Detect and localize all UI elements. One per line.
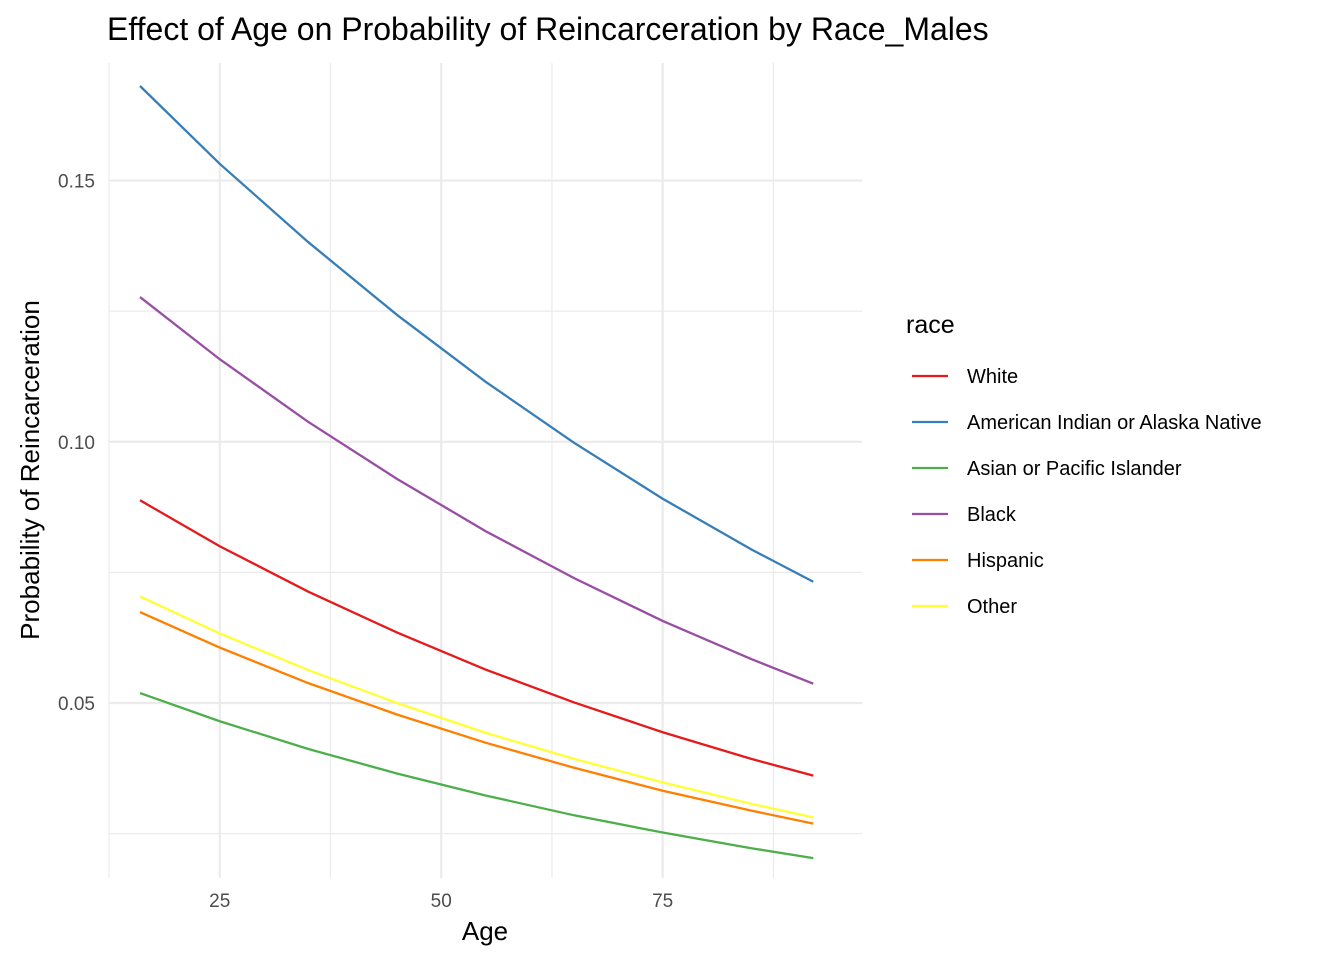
x-tick-label: 50: [431, 891, 452, 912]
legend-label: American Indian or Alaska Native: [967, 412, 1262, 434]
x-axis-label: Age: [462, 916, 508, 946]
legend-label: Asian or Pacific Islander: [967, 458, 1182, 480]
legend-label: White: [967, 366, 1018, 388]
legend: race White American Indian or Alaska Nati…: [906, 311, 1262, 618]
series-line: [139, 85, 814, 583]
legend-label: Hispanic: [967, 550, 1044, 572]
legend-title: race: [906, 311, 955, 339]
x-tick-label: 25: [209, 891, 230, 912]
y-tick-label: 0.05: [58, 694, 95, 715]
x-tick-label: 75: [652, 891, 673, 912]
series-line: [139, 296, 814, 685]
series-lines: [139, 85, 814, 860]
grid: [108, 63, 862, 878]
chart-title: Effect of Age on Probability of Reincarc…: [107, 11, 989, 47]
series-line: [139, 691, 814, 860]
series-line: [139, 595, 814, 819]
series-line: [139, 611, 814, 825]
y-tick-label: 0.10: [58, 433, 95, 454]
axes: 25 50 75 0.05 0.10 0.15: [58, 172, 673, 912]
series-line: [139, 499, 814, 777]
y-axis-label: Probability of Reincarceration: [15, 300, 45, 640]
legend-label: Other: [967, 596, 1017, 618]
legend-label: Black: [967, 504, 1017, 526]
y-tick-label: 0.15: [58, 172, 95, 193]
legend-items: White American Indian or Alaska Native Asi…: [912, 366, 1262, 618]
